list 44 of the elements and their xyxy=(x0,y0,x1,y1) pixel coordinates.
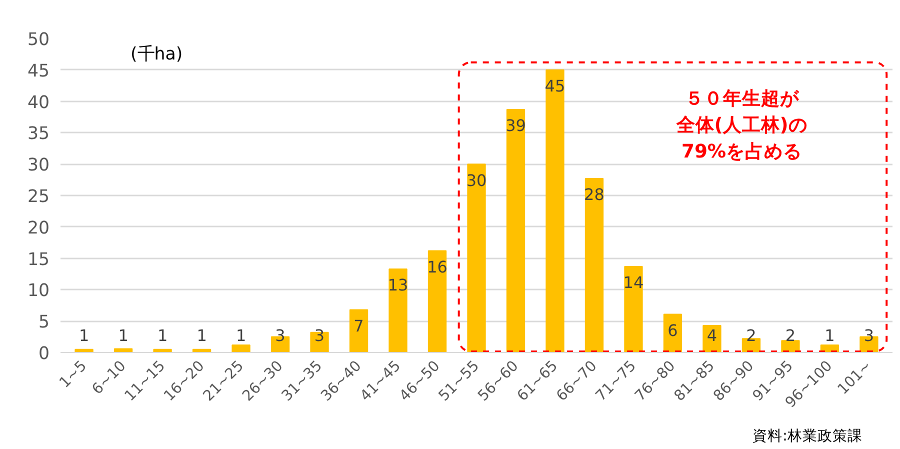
data-label: 28 xyxy=(584,185,604,204)
bar xyxy=(506,108,526,352)
y-tick-label: 50 xyxy=(27,30,50,50)
data-label: 1 xyxy=(157,326,168,345)
text: 資料:林業政策課 xyxy=(752,428,863,444)
y-axis-title: (千ha) xyxy=(130,44,183,64)
data-label: 30 xyxy=(466,170,487,190)
data-label: 3 xyxy=(314,326,325,345)
y-tick-label: 40 xyxy=(27,92,50,113)
data-label: 13 xyxy=(388,276,408,295)
bar xyxy=(388,268,408,352)
data-label: 16 xyxy=(427,257,448,276)
annotation: ５０年生超が xyxy=(684,88,800,110)
data-label: 1 xyxy=(78,326,90,345)
data-label: 14 xyxy=(623,273,644,292)
bar xyxy=(232,344,250,352)
data-label: 7 xyxy=(354,316,364,336)
data-label: 6 xyxy=(668,320,678,340)
y-tick-label: 15 xyxy=(27,250,50,270)
data-label: 1 xyxy=(196,326,207,345)
bar xyxy=(584,178,604,352)
y-tick-label: 45 xyxy=(27,61,50,82)
y-tick-label: 5 xyxy=(38,312,50,333)
bar xyxy=(624,266,643,352)
annotation: 全体(人工林)の xyxy=(675,114,808,136)
data-label: 2 xyxy=(785,326,796,345)
bar xyxy=(546,69,564,352)
bar xyxy=(428,250,447,352)
data-label: 39 xyxy=(506,116,526,136)
bar xyxy=(349,309,368,352)
data-label: 1 xyxy=(236,326,246,345)
data-label: 1 xyxy=(824,326,835,345)
data-label: 45 xyxy=(544,76,566,96)
data-label: 4 xyxy=(706,326,718,345)
y-tick-label: 35 xyxy=(27,124,50,144)
bar xyxy=(114,348,133,352)
data-label: 1 xyxy=(118,326,128,345)
y-tick-label: 30 xyxy=(27,156,50,176)
y-tick-label: 0 xyxy=(38,344,50,364)
y-tick-label: 20 xyxy=(27,218,50,238)
y-tick-label: 25 xyxy=(27,187,50,207)
y-tick-label: 10 xyxy=(27,281,50,302)
annotation: 79%を占める xyxy=(681,140,802,162)
bar xyxy=(467,164,486,352)
